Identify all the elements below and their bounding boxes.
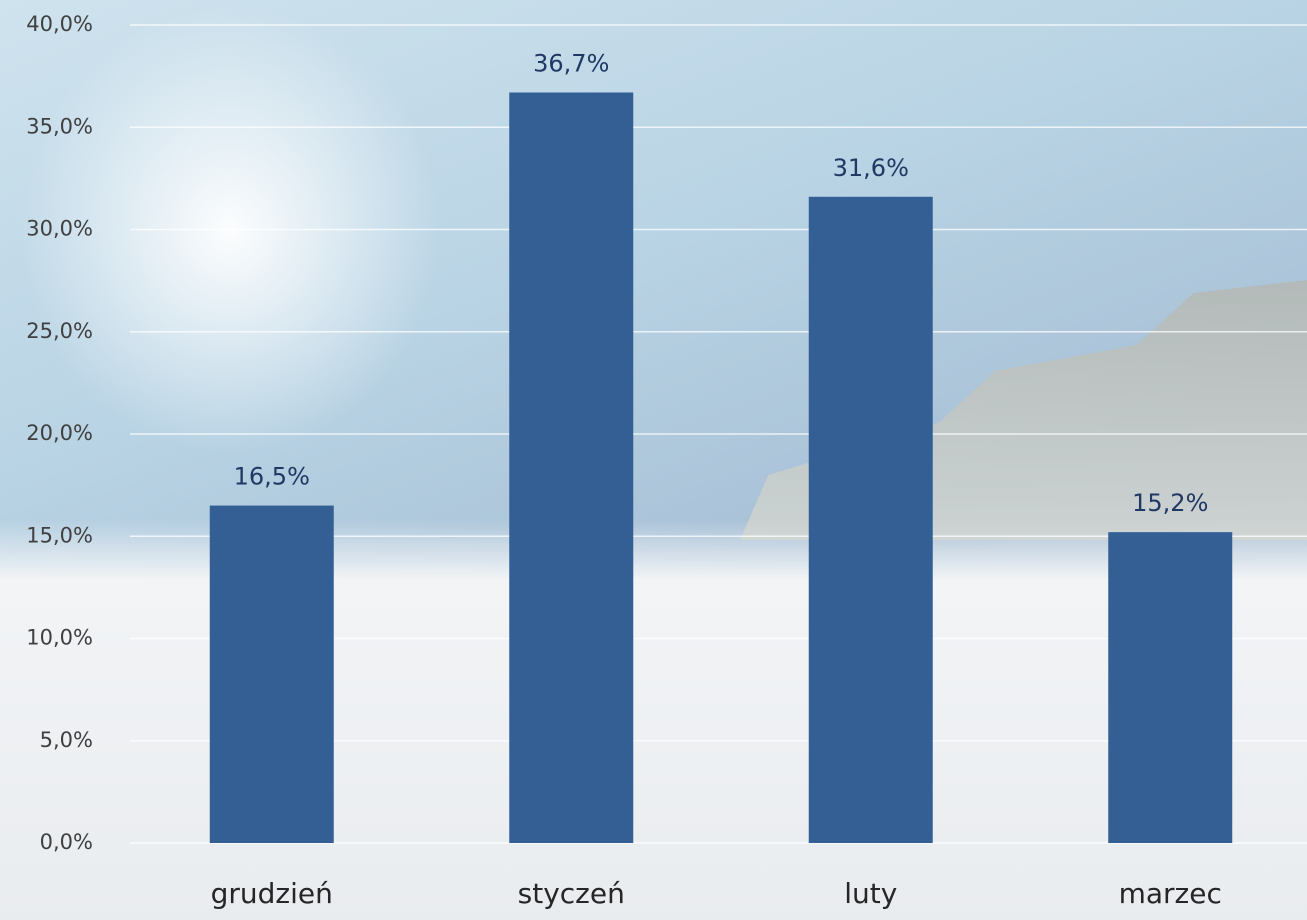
y-tick-label: 25,0% — [26, 319, 93, 343]
x-tick-label: marzec — [1119, 877, 1222, 910]
value-label: 16,5% — [234, 463, 310, 491]
value-label: 15,2% — [1132, 489, 1208, 517]
bar — [808, 196, 933, 843]
y-tick-label: 0,0% — [40, 830, 93, 854]
bar — [1108, 532, 1233, 843]
y-tick-label: 40,0% — [26, 12, 93, 36]
x-tick-label: styczeń — [518, 877, 625, 910]
x-tick-label: grudzień — [211, 877, 333, 910]
y-tick-label: 15,0% — [26, 523, 93, 547]
value-label: 36,7% — [533, 49, 609, 77]
y-tick-label: 20,0% — [26, 421, 93, 445]
y-tick-label: 5,0% — [40, 728, 93, 752]
y-tick-label: 10,0% — [26, 626, 93, 650]
x-tick-label: luty — [844, 877, 897, 910]
y-tick-label: 30,0% — [26, 217, 93, 241]
bar — [509, 92, 634, 844]
value-label: 31,6% — [833, 154, 909, 182]
bar — [209, 505, 334, 843]
y-tick-label: 35,0% — [26, 114, 93, 138]
